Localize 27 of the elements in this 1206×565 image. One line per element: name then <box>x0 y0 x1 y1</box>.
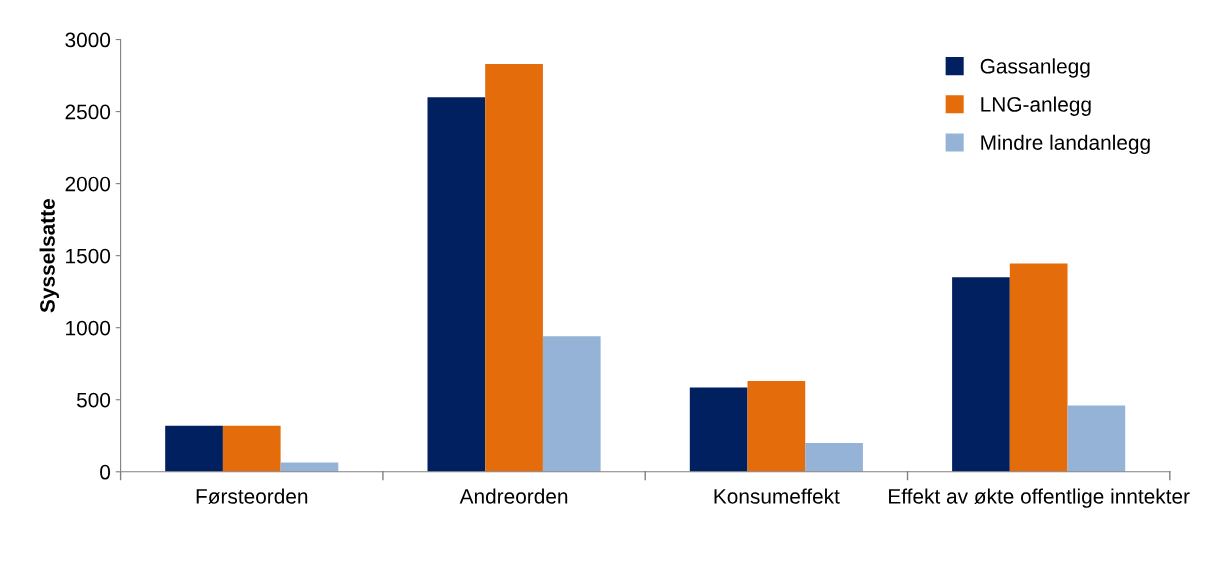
bar <box>165 425 223 472</box>
x-tick-label: Førsteorden <box>196 488 308 504</box>
bar <box>1067 405 1126 472</box>
bar <box>542 336 601 472</box>
x-tick-label: Effekt av økte offentlige inntekter <box>889 488 1190 508</box>
x-tick-label: Konsumeffekt <box>714 488 840 504</box>
y-tick-label: 1000 <box>66 320 111 336</box>
bar <box>222 425 281 472</box>
bar <box>280 462 339 472</box>
y-tick-label: 0 <box>100 464 111 480</box>
y-tick-label: 1500 <box>66 248 111 264</box>
bar <box>952 277 1010 472</box>
y-axis-title: Sysselsatte <box>39 199 59 313</box>
y-tick-label: 3000 <box>65 32 111 48</box>
y-tick-label: 500 <box>76 392 111 408</box>
bar <box>747 381 806 472</box>
bar <box>1009 263 1068 472</box>
legend-label: LNG-anlegg <box>981 96 1091 116</box>
legend-label: Mindre landanlegg <box>981 134 1150 155</box>
legend-label: Gassanlegg <box>980 58 1090 78</box>
bar <box>485 64 543 472</box>
x-tick-label: Andreorden <box>459 488 568 504</box>
bar <box>689 387 748 472</box>
y-tick-label: 2000 <box>65 176 111 192</box>
bar <box>805 442 863 472</box>
bar <box>427 97 486 472</box>
y-tick-label: 2500 <box>65 104 111 120</box>
